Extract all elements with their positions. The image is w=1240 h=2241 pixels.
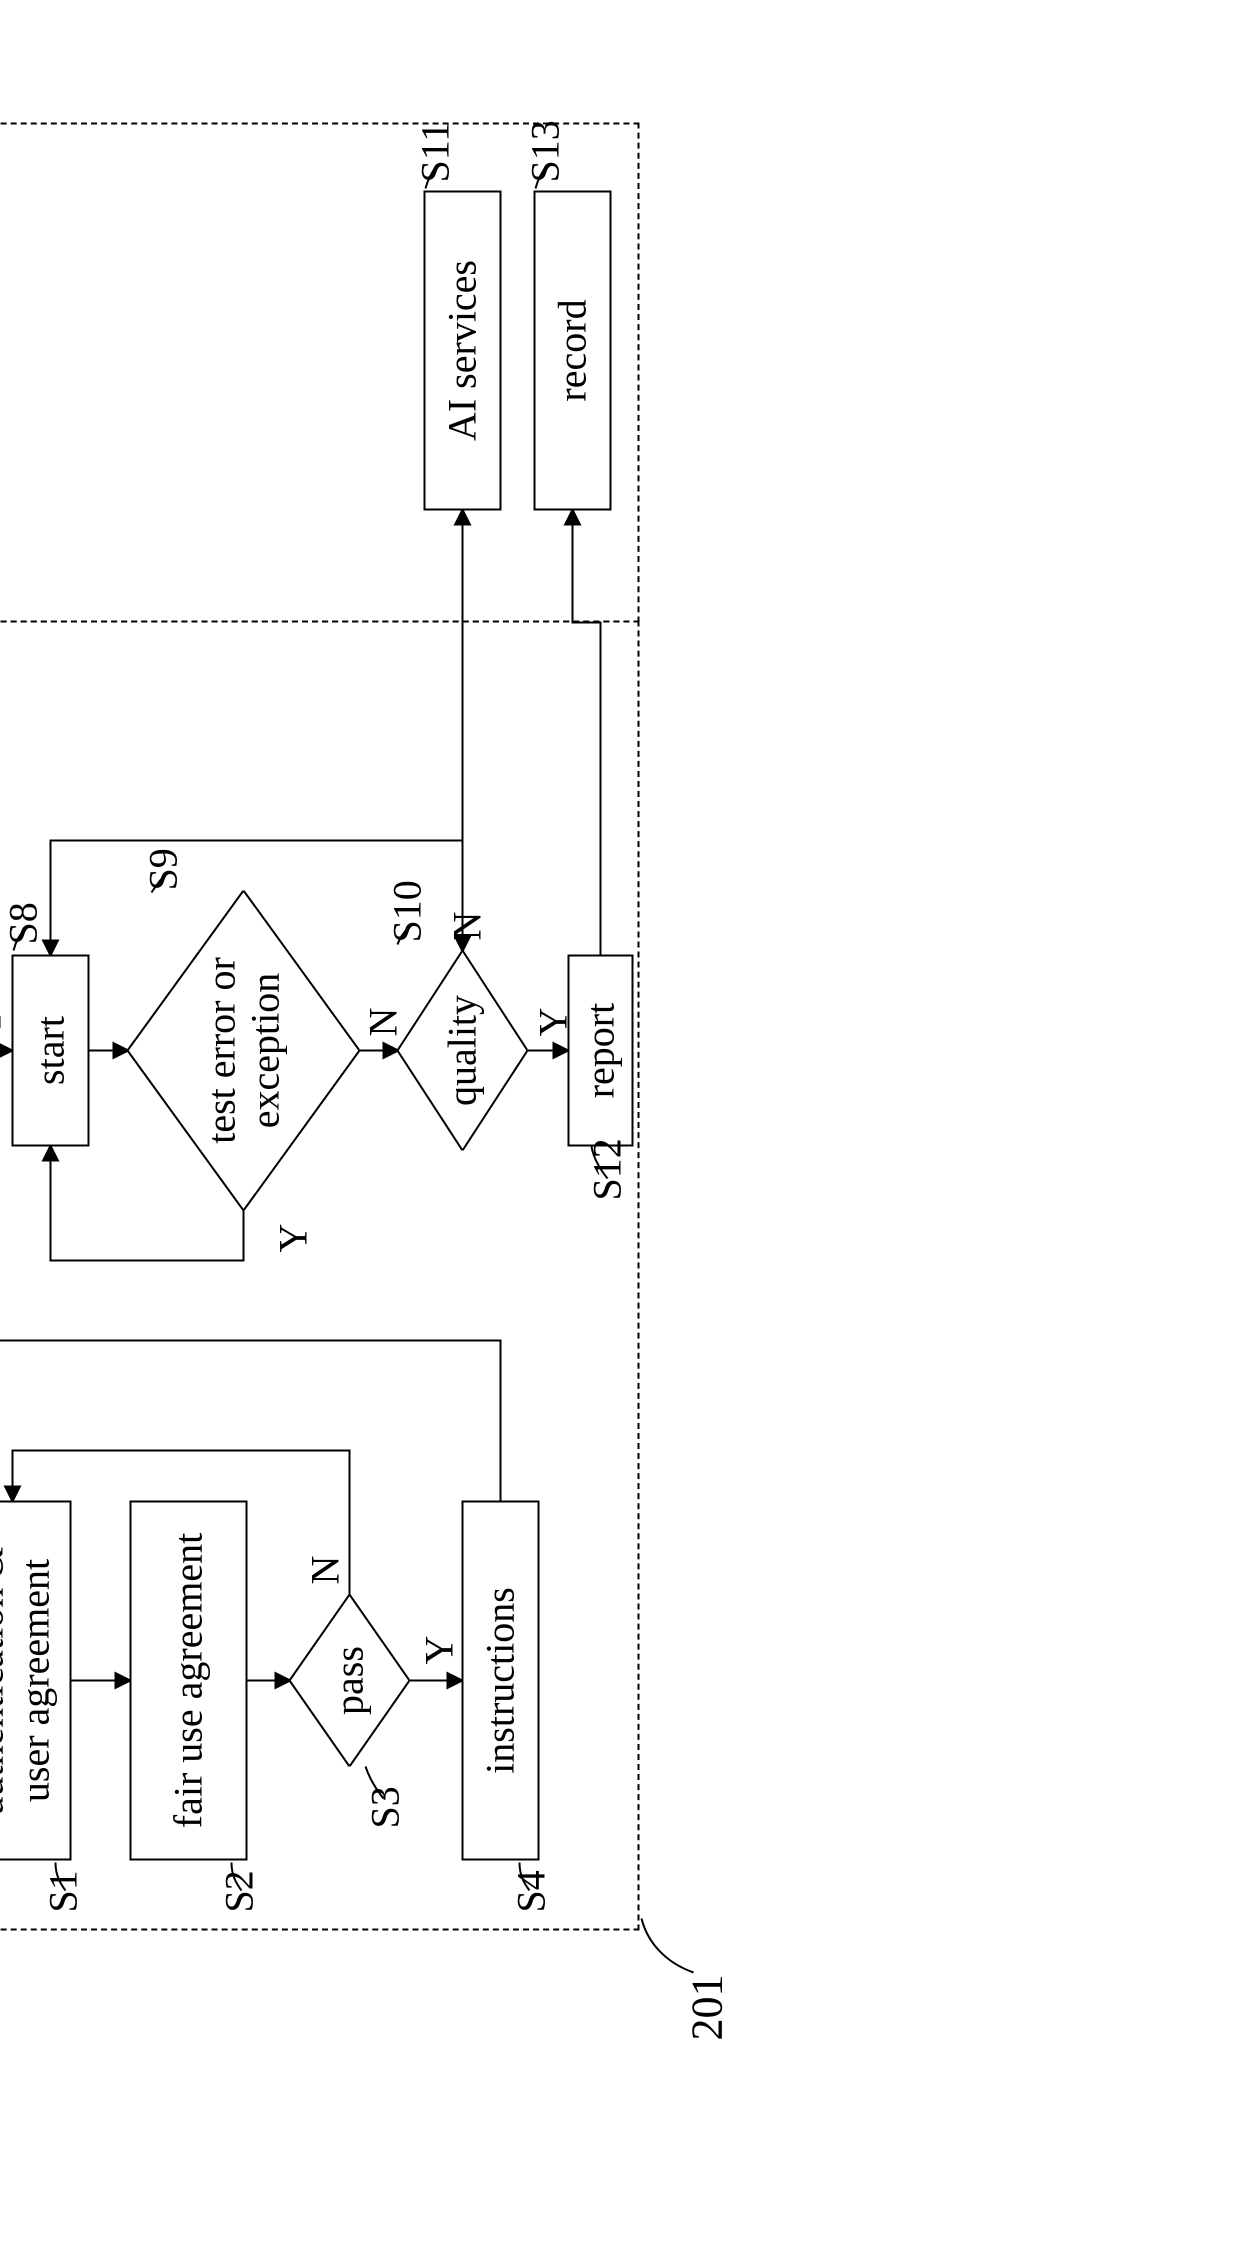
yn-s3-n: N — [302, 1556, 349, 1585]
yn-s9-n: N — [360, 1008, 407, 1037]
node-s13: record — [534, 191, 612, 511]
step-s1: S1 — [40, 1870, 87, 1912]
yn-s9-y: Y — [270, 1224, 317, 1253]
node-s1: authentication & user agreement — [0, 1501, 72, 1861]
yn-s5-y: Y — [0, 1008, 11, 1037]
node-s3: pass — [290, 1595, 410, 1767]
node-s12: report — [568, 955, 634, 1147]
step-s2: S2 — [216, 1870, 263, 1912]
step-s8: S8 — [0, 902, 47, 944]
step-s10: S10 — [384, 880, 431, 942]
step-s12: S12 — [584, 1138, 631, 1200]
step-s13: S13 — [522, 120, 569, 182]
yn-s3-y: Y — [416, 1636, 463, 1665]
node-s4: instructions — [462, 1501, 540, 1861]
yn-s10-n: N — [444, 912, 491, 941]
step-s3: S3 — [362, 1786, 409, 1828]
step-s4: S4 — [508, 1870, 555, 1912]
ref-201: 201 — [682, 1975, 733, 2041]
node-s11: AI services — [424, 191, 502, 511]
node-s9: test error or exception — [128, 891, 360, 1211]
node-s2: fair use agreement — [130, 1501, 248, 1861]
node-s10: quality — [398, 951, 528, 1151]
node-s8: start — [12, 955, 90, 1147]
step-s11: S11 — [412, 122, 459, 183]
step-s9: S9 — [140, 848, 187, 890]
yn-s10-y: Y — [530, 1008, 577, 1037]
flowchart-canvas: FIG. 2 200 201 202 authentication & user… — [0, 501, 1240, 1741]
